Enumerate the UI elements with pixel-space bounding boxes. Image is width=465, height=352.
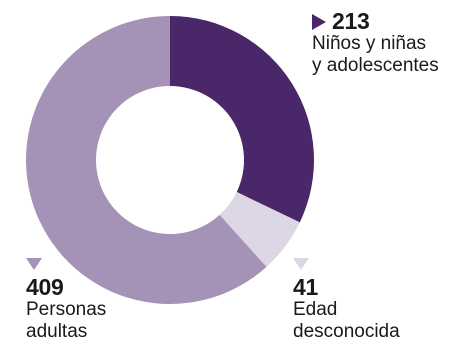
triangle-right-icon <box>312 13 326 30</box>
label-children-line2: y adolescentes <box>312 55 439 76</box>
label-adults: 409 Personas adultas <box>26 258 106 343</box>
triangle-down-icon <box>26 258 42 270</box>
label-unknown-line1: Edad <box>293 299 338 320</box>
label-children-line1: Niños y niñas <box>312 33 427 54</box>
value-adults: 409 <box>26 274 64 300</box>
slice-adults <box>25 16 267 304</box>
label-adults-line1: Personas <box>26 299 107 320</box>
label-children: 213 Niños y niñas y adolescentes <box>312 10 439 77</box>
slice-unknown-age <box>219 192 300 267</box>
value-unknown-age: 41 <box>293 274 318 300</box>
label-unknown-line2: desconocida <box>293 321 400 342</box>
triangle-down-icon <box>293 258 309 270</box>
label-unknown-age: 41 Edad desconocida <box>293 258 400 343</box>
value-children: 213 <box>332 8 370 34</box>
donut-slices <box>25 16 314 304</box>
slice-children <box>170 16 314 223</box>
label-adults-line2: adultas <box>26 321 88 342</box>
